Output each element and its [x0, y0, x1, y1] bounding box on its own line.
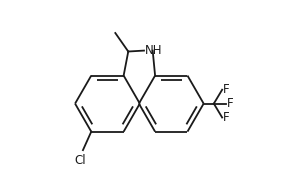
- Text: F: F: [223, 83, 230, 96]
- Text: Cl: Cl: [74, 154, 86, 167]
- Text: F: F: [227, 97, 233, 110]
- Text: F: F: [223, 111, 230, 124]
- Text: NH: NH: [145, 44, 162, 57]
